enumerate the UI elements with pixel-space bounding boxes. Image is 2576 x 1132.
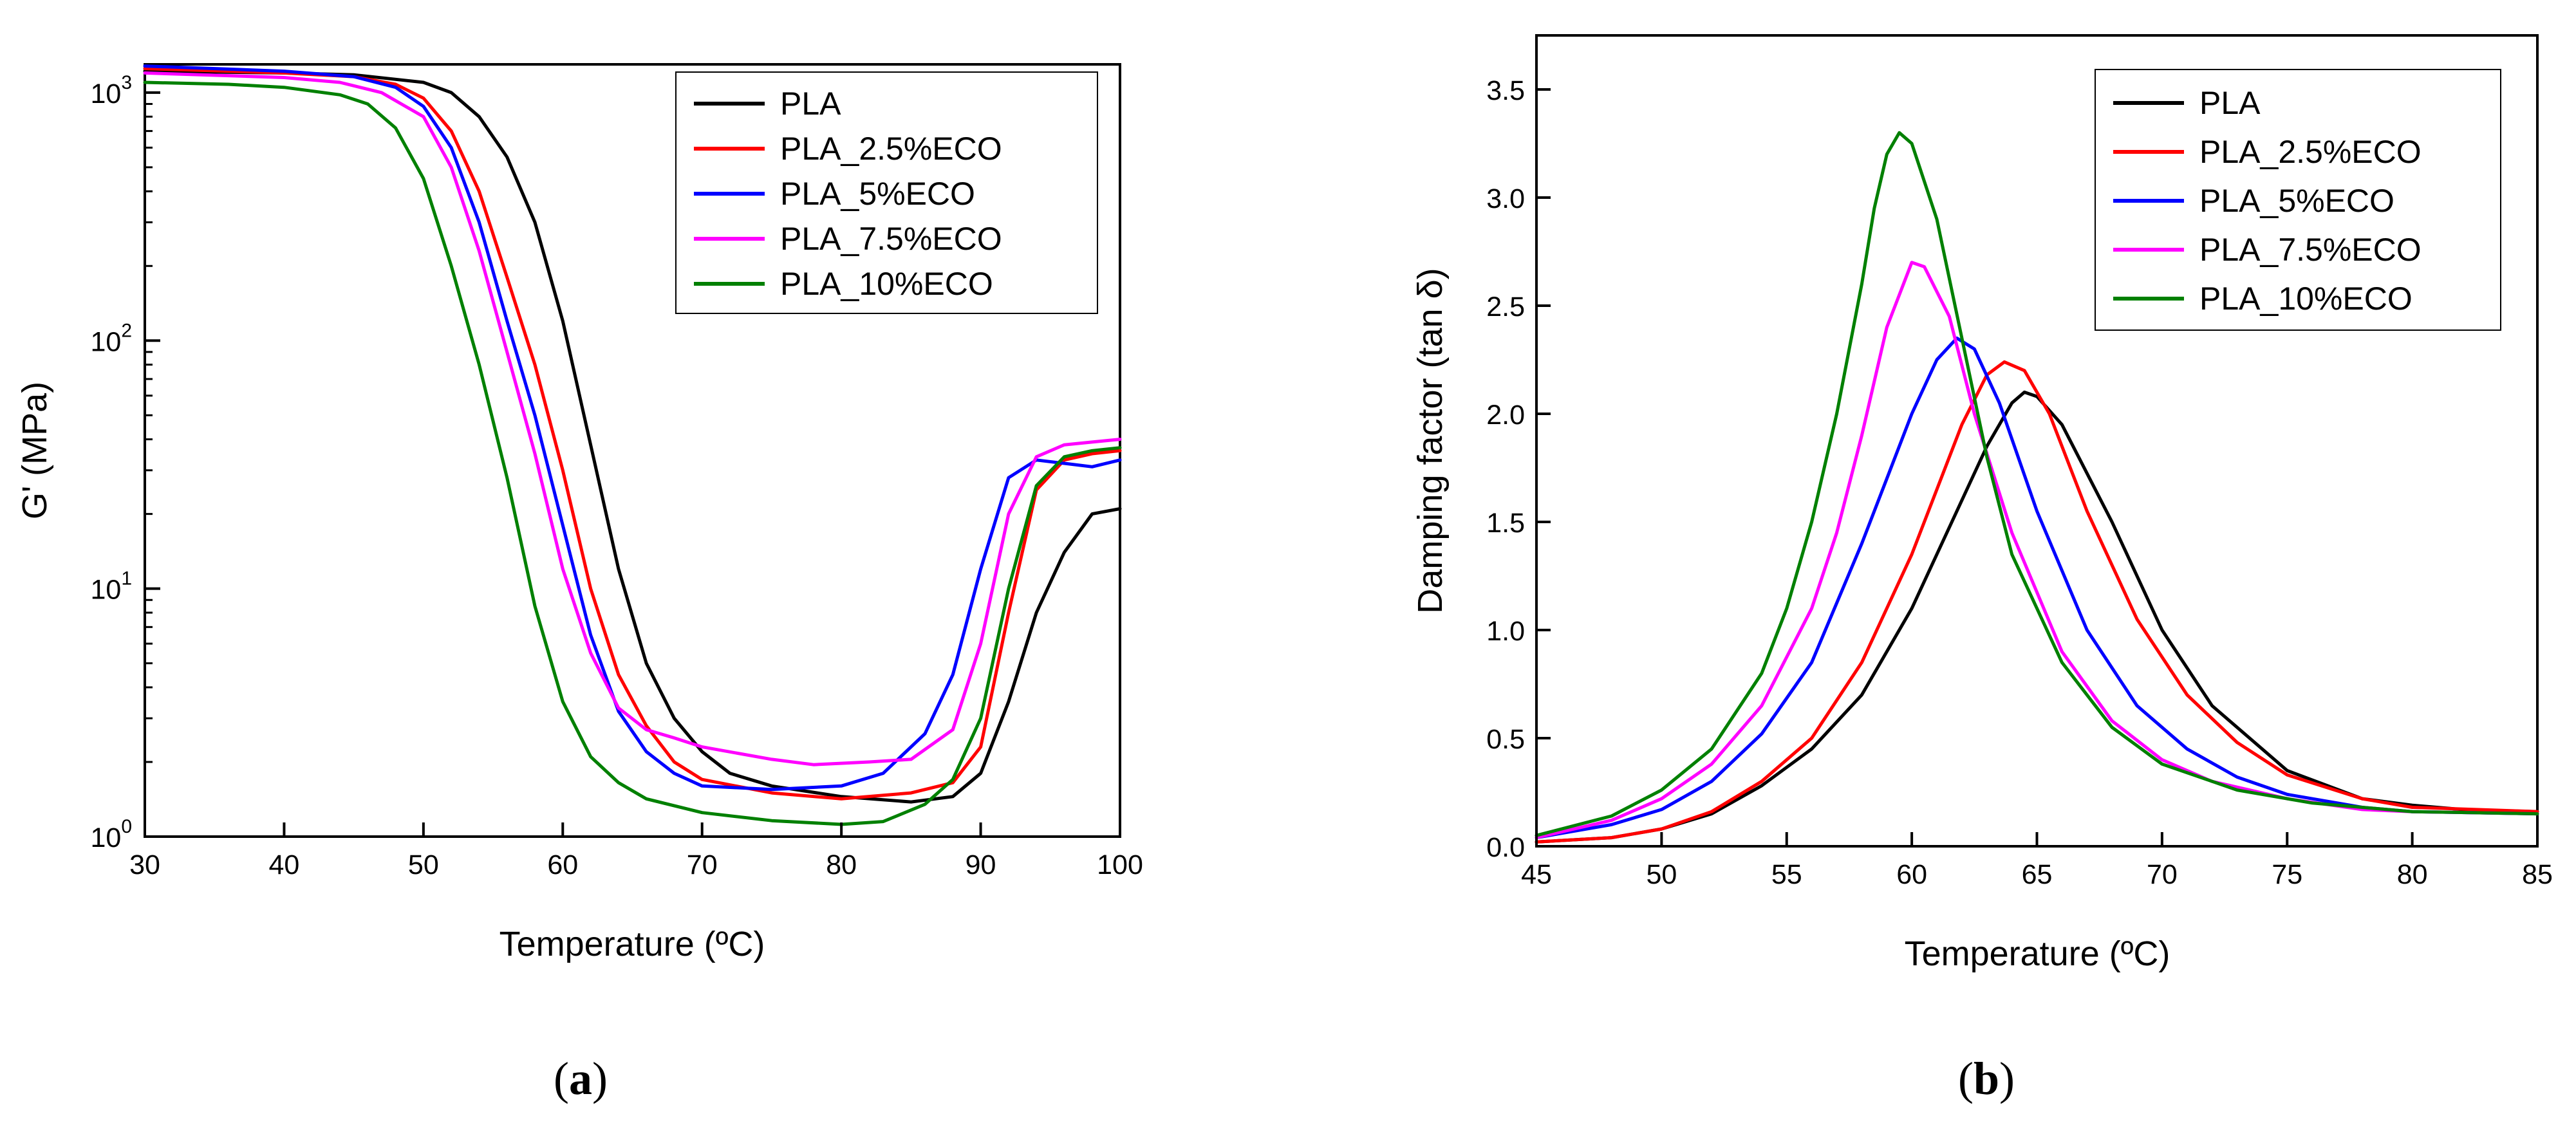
legend-label: PLA_10%ECO xyxy=(2199,281,2413,317)
legend-label: PLA xyxy=(2199,85,2261,121)
series-lines-b xyxy=(1535,131,2539,844)
x-tick-label: 30 xyxy=(129,849,160,880)
y-axis-title-a: G' (MPa) xyxy=(15,382,54,519)
series-line-pla-5-eco xyxy=(1535,336,2539,840)
x-axis-title-b: Temperature (ºC) xyxy=(1905,934,2170,973)
x-tick-label: 90 xyxy=(966,849,996,880)
legend-label: PLA_2.5%ECO xyxy=(2199,134,2422,170)
y-tick-label: 0.0 xyxy=(1486,832,1525,863)
series-line-pla-5-eco xyxy=(143,64,1122,792)
series-line-pla xyxy=(143,70,1122,804)
panel-label-a: (a) xyxy=(554,1053,608,1104)
y-tick-label: 2.5 xyxy=(1486,292,1525,322)
x-axis-a: 30 40 50 60 70 80 90 100 xyxy=(129,822,1143,880)
y-tick-label: 100 xyxy=(90,816,132,853)
legend-b: PLA PLA_2.5%ECO PLA_5%ECO PLA_7.5%ECO PLA_10… xyxy=(2095,69,2501,331)
x-tick-label: 55 xyxy=(1771,859,1802,890)
y-tick-label: 103 xyxy=(90,72,132,109)
x-tick-label: 80 xyxy=(826,849,857,880)
x-tick-label: 80 xyxy=(2397,859,2428,890)
x-tick-label: 45 xyxy=(1521,859,1552,890)
x-tick-label: 65 xyxy=(2022,859,2053,890)
x-axis-title-a: Temperature (ºC) xyxy=(499,925,765,963)
series-line-pla-10-eco xyxy=(1535,131,2539,837)
series-line-pla xyxy=(1535,390,2539,844)
x-tick-label: 50 xyxy=(1646,859,1677,890)
panel-label-b: (b) xyxy=(1958,1053,2015,1104)
y-tick-label: 0.5 xyxy=(1486,724,1525,755)
x-axis-b: 45 50 55 60 65 70 75 80 85 xyxy=(1521,832,2553,890)
chart-panel-a: 30 40 50 60 70 80 90 100 100 101 102 103 Temperatu… xyxy=(15,63,1143,963)
y-tick-label: 101 xyxy=(90,568,132,606)
legend-label: PLA_7.5%ECO xyxy=(780,221,1002,257)
legend-label: PLA_5%ECO xyxy=(780,176,975,212)
chart-panel-b: 45 50 55 60 65 70 75 80 85 0.0 0.5 1.0 1.5 2.0 2.5 3.0… xyxy=(1411,34,2553,973)
legend-label: PLA xyxy=(780,86,841,122)
legend-label: PLA_5%ECO xyxy=(2199,183,2394,219)
y-tick-label: 3.0 xyxy=(1486,183,1525,214)
x-tick-label: 40 xyxy=(269,849,300,880)
x-tick-label: 75 xyxy=(2272,859,2302,890)
y-axis-title-b: Damping factor (tan δ) xyxy=(1411,268,1450,613)
y-tick-label: 3.5 xyxy=(1486,75,1525,106)
legend-label: PLA_7.5%ECO xyxy=(2199,232,2422,268)
y-axis-a: 100 101 102 103 xyxy=(90,72,160,853)
y-tick-label: 1.0 xyxy=(1486,616,1525,647)
series-line-pla-2-5-eco xyxy=(143,67,1122,801)
series-line-pla-2-5-eco xyxy=(1535,360,2539,844)
legend-label: PLA_2.5%ECO xyxy=(780,131,1002,167)
x-tick-label: 85 xyxy=(2522,859,2553,890)
y-tick-label: 2.0 xyxy=(1486,400,1525,431)
y-tick-label: 1.5 xyxy=(1486,508,1525,539)
x-tick-label: 70 xyxy=(2147,859,2178,890)
x-tick-label: 60 xyxy=(1896,859,1927,890)
series-line-pla-10-eco xyxy=(143,80,1122,826)
legend-label: PLA_10%ECO xyxy=(780,266,993,302)
panel-label-a-letter: a xyxy=(569,1053,592,1104)
panel-label-b-letter: b xyxy=(1974,1053,1999,1104)
legend-a: PLA PLA_2.5%ECO PLA_5%ECO PLA_7.5%ECO PLA_10… xyxy=(675,71,1098,314)
x-tick-label: 60 xyxy=(547,849,578,880)
series-lines-a xyxy=(143,64,1122,826)
y-axis-b: 0.0 0.5 1.0 1.5 2.0 2.5 3.0 3.5 xyxy=(1486,75,1551,863)
x-tick-label: 100 xyxy=(1097,849,1143,880)
x-tick-label: 70 xyxy=(687,849,718,880)
y-tick-label: 102 xyxy=(90,320,132,357)
series-line-pla-7-5-eco xyxy=(1535,261,2539,840)
x-tick-label: 50 xyxy=(408,849,439,880)
series-line-pla-7-5-eco xyxy=(143,71,1122,766)
